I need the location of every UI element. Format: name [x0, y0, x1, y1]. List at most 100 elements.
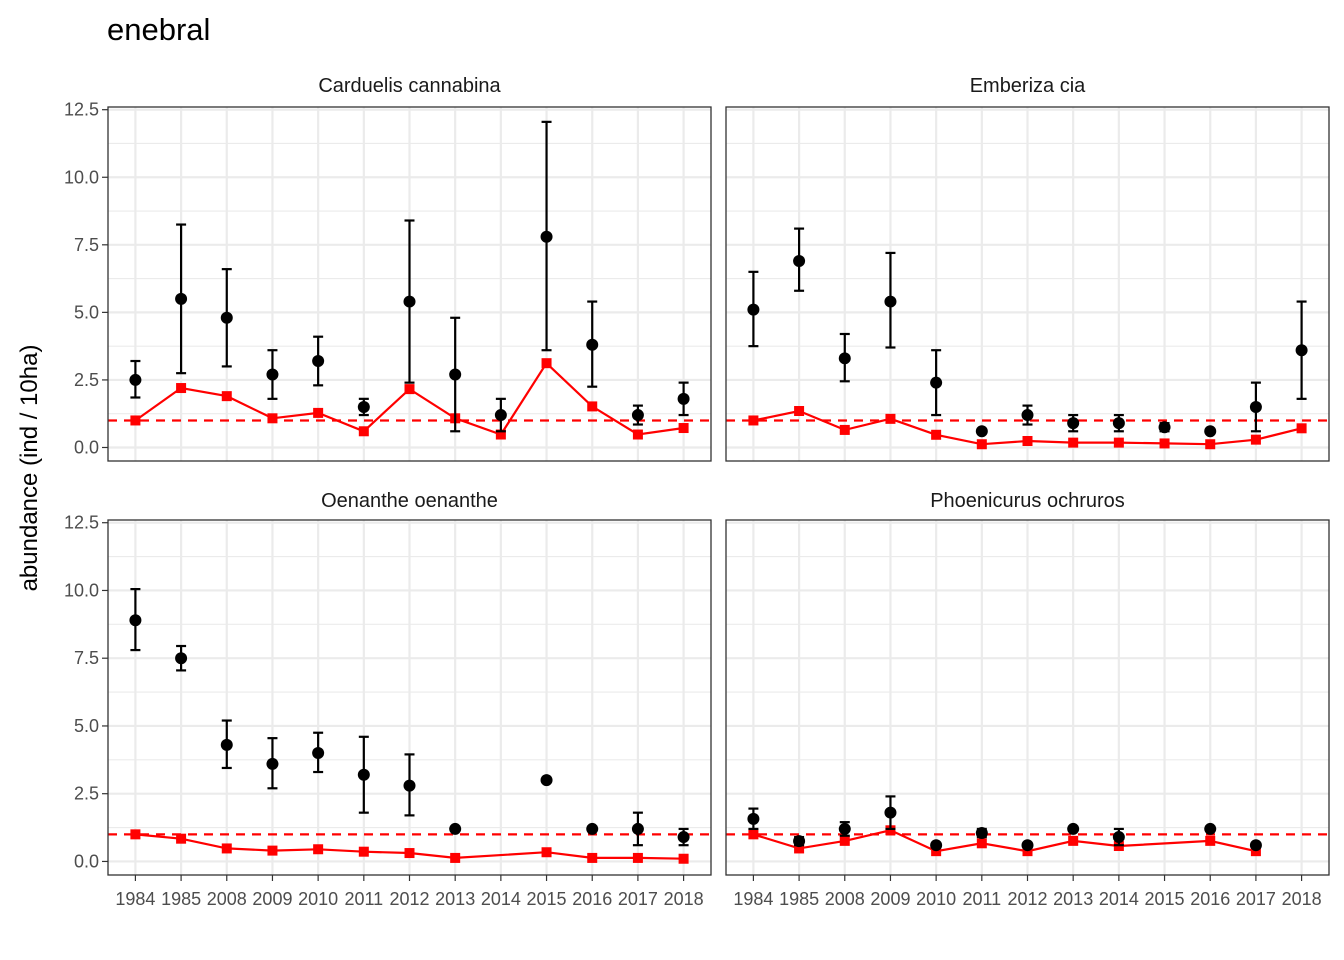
panel-border: [107, 106, 712, 462]
index-point: [839, 424, 850, 435]
x-tick-label: 2008: [207, 889, 247, 909]
index-point: [794, 406, 805, 417]
observed-point: [677, 831, 690, 844]
observed-point: [793, 255, 806, 268]
observed-point: [677, 392, 690, 405]
observed-point: [586, 822, 599, 835]
facet-title: Phoenicurus ochruros: [930, 490, 1125, 512]
x-tick-label: 2011: [962, 889, 1001, 909]
index-point: [541, 358, 552, 369]
index-point: [176, 383, 187, 394]
index-point: [176, 833, 187, 844]
y-tick-label: 12.5: [64, 100, 99, 120]
index-point: [267, 413, 278, 424]
observed-point: [403, 779, 416, 792]
index-point: [976, 439, 987, 450]
index-point: [748, 415, 759, 426]
x-tick-label: 2018: [664, 889, 704, 909]
index-point: [931, 429, 942, 440]
index-point: [587, 401, 598, 412]
x-tick-label: 2017: [1236, 889, 1276, 909]
observed-point: [1021, 409, 1034, 422]
y-tick-label: 5.0: [74, 716, 99, 736]
index-point: [1022, 436, 1033, 447]
index-point: [313, 407, 324, 418]
observed-point: [930, 376, 943, 389]
index-point: [678, 423, 689, 434]
x-tick-label: 2015: [1145, 889, 1185, 909]
index-point: [1296, 423, 1307, 434]
x-tick-label: 1984: [115, 889, 155, 909]
y-tick-label: 2.5: [74, 784, 99, 804]
observed-point: [975, 826, 988, 839]
x-tick-label: 2014: [1099, 889, 1139, 909]
x-tick-label: 2014: [481, 889, 521, 909]
index-point: [678, 853, 689, 864]
y-tick-label: 12.5: [64, 513, 99, 533]
observed-point: [449, 368, 462, 381]
index-point: [541, 847, 552, 858]
index-point: [358, 846, 369, 857]
observed-point: [1295, 344, 1308, 357]
facet-0: Carduelis cannabina 0.0 2.5 5.0 7.5 10.0 12.5: [64, 75, 712, 462]
index-point: [358, 426, 369, 437]
x-tick-label: 2008: [825, 889, 865, 909]
observed-point: [357, 768, 370, 781]
observed-point: [449, 822, 462, 835]
panel-border: [107, 519, 712, 876]
x-tick-label: 1985: [161, 889, 201, 909]
index-point: [221, 391, 232, 402]
index-point: [748, 829, 759, 840]
observed-point: [884, 295, 897, 308]
index-point: [221, 843, 232, 854]
observed-point: [1204, 822, 1217, 835]
index-point: [587, 852, 598, 863]
observed-point: [747, 303, 760, 316]
observed-point: [266, 757, 279, 770]
observed-point: [1021, 839, 1034, 852]
observed-point: [930, 839, 943, 852]
observed-point: [266, 368, 279, 381]
index-point: [632, 429, 643, 440]
x-tick-label: 2017: [618, 889, 658, 909]
observed-point: [1204, 425, 1217, 438]
observed-point: [884, 806, 897, 819]
index-point: [794, 843, 805, 854]
observed-point: [403, 295, 416, 308]
y-tick-label: 10.0: [64, 580, 99, 600]
index-point: [1113, 437, 1124, 448]
observed-point: [1112, 831, 1125, 844]
y-tick-label: 10.0: [64, 167, 99, 187]
observed-point: [793, 835, 806, 848]
facet-1: Emberiza cia: [725, 75, 1330, 462]
facet-title: Carduelis cannabina: [318, 75, 501, 97]
observed-point: [357, 400, 370, 413]
x-tick-label: 2016: [1190, 889, 1230, 909]
observed-point: [1249, 839, 1262, 852]
index-point: [450, 852, 461, 863]
observed-point: [220, 738, 233, 751]
facet-title: Emberiza cia: [970, 75, 1086, 97]
x-tick-label: 2012: [1007, 889, 1047, 909]
observed-point: [586, 338, 599, 351]
observed-point: [838, 822, 851, 835]
observed-point: [975, 425, 988, 438]
index-point: [267, 845, 278, 856]
x-tick-label: 2010: [916, 889, 956, 909]
observed-point: [220, 311, 233, 324]
observed-point: [838, 352, 851, 365]
index-point: [130, 829, 141, 840]
observed-point: [312, 355, 325, 368]
x-tick-label: 2009: [870, 889, 910, 909]
index-point: [1068, 437, 1079, 448]
x-tick-label: 2012: [389, 889, 429, 909]
index-point: [885, 413, 896, 424]
observed-point: [129, 373, 142, 386]
facet-panels: Carduelis cannabina 0.0 2.5 5.0 7.5 10.0 12.5 E…: [64, 75, 1330, 909]
x-tick-label: 2018: [1282, 889, 1322, 909]
y-tick-label: 2.5: [74, 370, 99, 390]
index-point: [404, 848, 415, 859]
x-tick-label: 2015: [527, 889, 567, 909]
observed-point: [129, 614, 142, 627]
